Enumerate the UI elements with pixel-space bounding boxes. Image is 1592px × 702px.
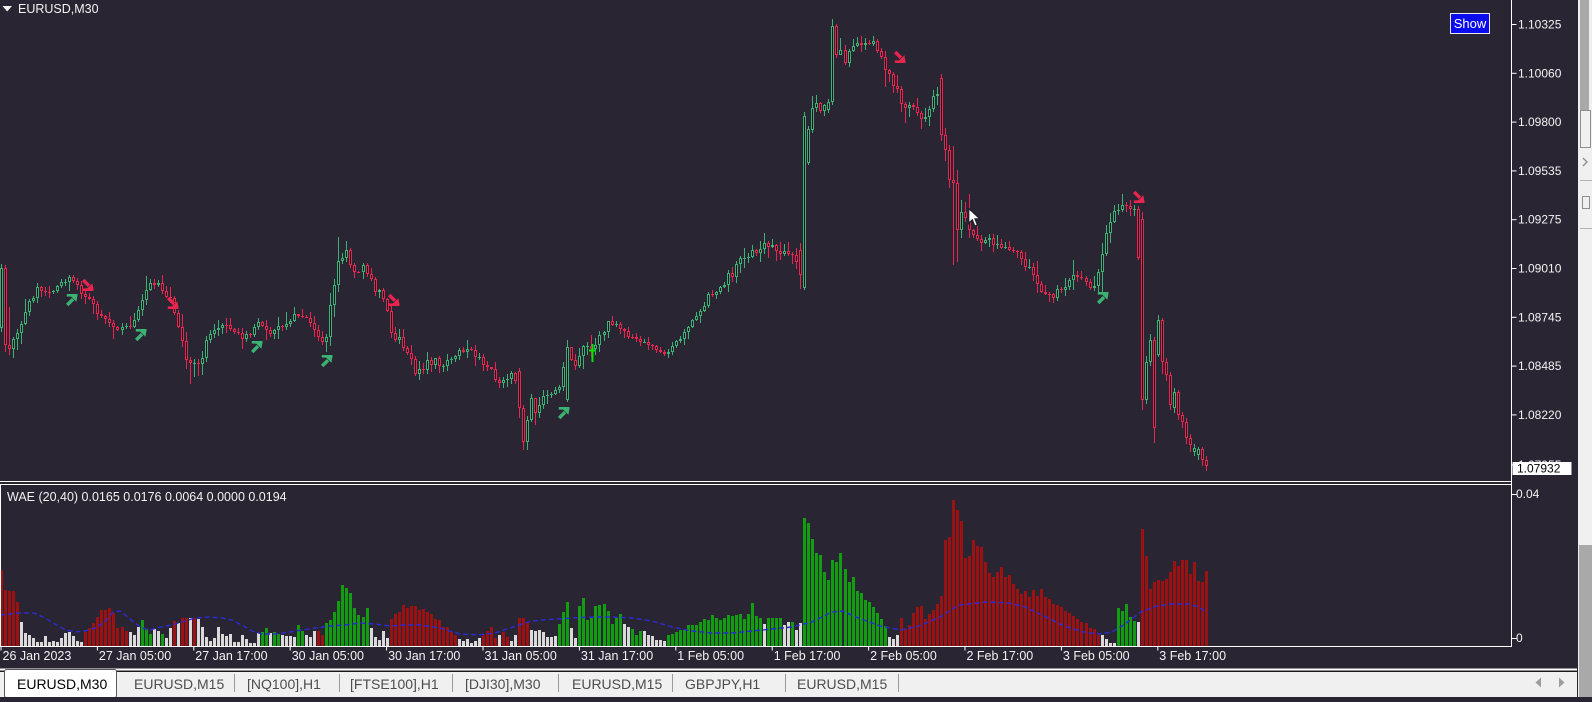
svg-text:31 Jan 05:00: 31 Jan 05:00 [485, 649, 557, 663]
svg-text:1.07932: 1.07932 [1517, 462, 1561, 476]
svg-text:EURUSD,M30: EURUSD,M30 [17, 676, 107, 692]
svg-text:1.09535: 1.09535 [1518, 164, 1562, 178]
svg-text:2 Feb 05:00: 2 Feb 05:00 [870, 649, 937, 663]
svg-text:WAE (20,40) 0.0165 0.0176 0.00: WAE (20,40) 0.0165 0.0176 0.0064 0.0000 … [7, 490, 287, 504]
svg-text:1.08745: 1.08745 [1518, 310, 1562, 324]
svg-text:EURUSD,M15: EURUSD,M15 [572, 676, 662, 692]
svg-text:GBPJPY,H1: GBPJPY,H1 [685, 676, 760, 692]
svg-text:30 Jan 05:00: 30 Jan 05:00 [292, 649, 364, 663]
svg-text:27 Jan 05:00: 27 Jan 05:00 [99, 649, 171, 663]
svg-text:27 Jan 17:00: 27 Jan 17:00 [195, 649, 267, 663]
svg-text:31 Jan 17:00: 31 Jan 17:00 [581, 649, 653, 663]
svg-text:Show: Show [1454, 16, 1487, 31]
svg-text:30 Jan 17:00: 30 Jan 17:00 [388, 649, 460, 663]
svg-text:1.08220: 1.08220 [1518, 408, 1562, 422]
svg-text:0.04: 0.04 [1516, 487, 1540, 501]
svg-text:1 Feb 05:00: 1 Feb 05:00 [677, 649, 744, 663]
svg-text:1.09800: 1.09800 [1518, 115, 1562, 129]
svg-text:[DJI30],M30: [DJI30],M30 [465, 676, 541, 692]
svg-text:[NQ100],H1: [NQ100],H1 [247, 676, 321, 692]
svg-text:1.10060: 1.10060 [1518, 66, 1562, 80]
svg-text:26 Jan 2023: 26 Jan 2023 [3, 649, 72, 663]
svg-text:3 Feb 17:00: 3 Feb 17:00 [1159, 649, 1226, 663]
svg-text:3 Feb 05:00: 3 Feb 05:00 [1063, 649, 1130, 663]
svg-text:2 Feb 17:00: 2 Feb 17:00 [967, 649, 1034, 663]
svg-text:1.09275: 1.09275 [1518, 213, 1562, 227]
svg-text:0: 0 [1516, 631, 1523, 645]
svg-text:1.08485: 1.08485 [1518, 359, 1562, 373]
svg-text:EURUSD,M30: EURUSD,M30 [18, 2, 99, 16]
svg-text:1.09010: 1.09010 [1518, 262, 1562, 276]
svg-text:1 Feb 17:00: 1 Feb 17:00 [774, 649, 841, 663]
svg-text:EURUSD,M15: EURUSD,M15 [797, 676, 887, 692]
svg-text:EURUSD,M15: EURUSD,M15 [134, 676, 224, 692]
svg-text:[FTSE100],H1: [FTSE100],H1 [350, 676, 439, 692]
svg-text:1.10325: 1.10325 [1518, 18, 1562, 32]
